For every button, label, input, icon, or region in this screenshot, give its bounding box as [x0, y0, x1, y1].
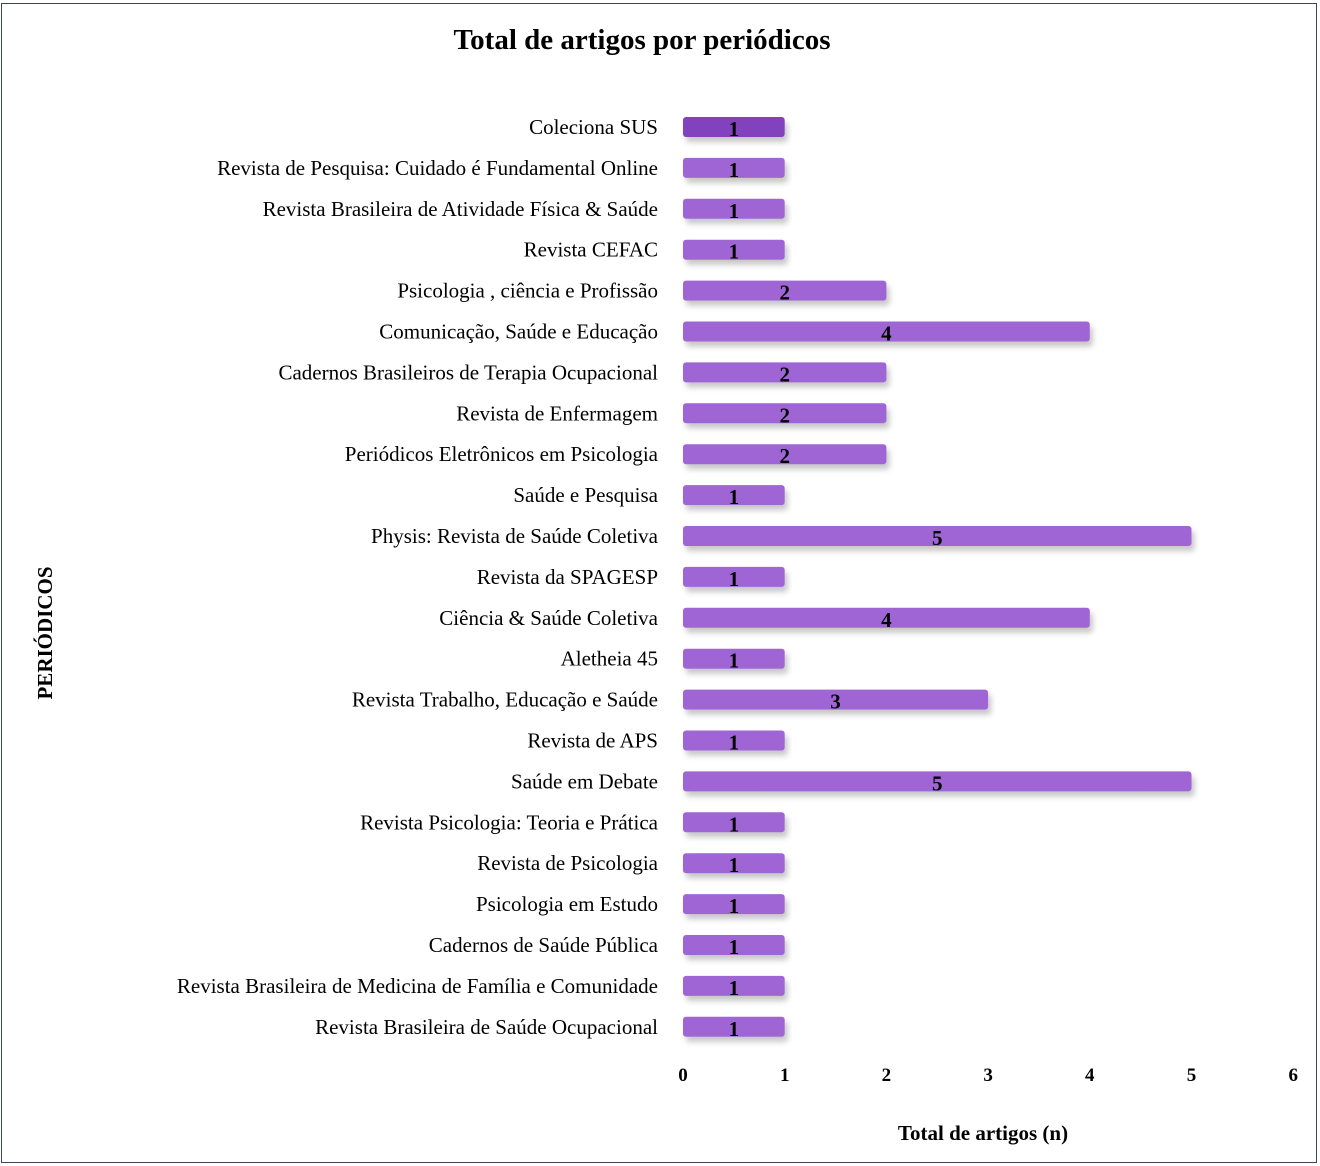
bar: [683, 485, 785, 506]
bar: [683, 730, 785, 751]
data-label: 3: [830, 690, 841, 714]
data-label: 1: [729, 485, 740, 509]
bar: [683, 975, 785, 996]
data-label: 1: [729, 199, 740, 223]
x-tick-label: 5: [1187, 1065, 1197, 1086]
category-label: Psicologia em Estudo: [476, 892, 658, 916]
data-label: 4: [881, 608, 892, 632]
category-label: Revista de Psicologia: [477, 851, 658, 875]
bar: [683, 403, 887, 424]
data-label: 1: [729, 649, 740, 673]
x-tick-label: 6: [1288, 1065, 1298, 1086]
bar: [683, 198, 785, 219]
data-label: 2: [779, 281, 790, 305]
data-label: 5: [932, 526, 943, 550]
bar: [683, 239, 785, 260]
x-tick-label: 1: [780, 1065, 790, 1086]
bar: [683, 853, 785, 874]
category-label: Revista da SPAGESP: [477, 565, 658, 589]
bar: [683, 526, 1192, 546]
category-label: Comunicação, Saúde e Educação: [379, 320, 658, 344]
bar: [683, 321, 1090, 342]
category-label: Periódicos Eletrônicos em Psicologia: [345, 442, 659, 466]
x-tick-label: 2: [882, 1065, 892, 1086]
category-label: Psicologia , ciência e Profissão: [397, 279, 658, 303]
x-axis-ticks: 0 1 2 3 4 5 6: [678, 1065, 1298, 1086]
x-tick-label: 3: [983, 1065, 993, 1086]
category-label: Aletheia 45: [561, 647, 658, 671]
category-label: Physis: Revista de Saúde Coletiva: [371, 524, 659, 548]
data-label: 2: [779, 403, 790, 427]
category-label: Revista de Enfermagem: [456, 401, 658, 425]
bar: [683, 157, 785, 178]
chart-title: Total de artigos por periódicos: [453, 24, 830, 56]
data-label: 5: [932, 771, 943, 795]
data-label: 1: [729, 976, 740, 1000]
category-label: Ciência & Saúde Coletiva: [439, 606, 658, 630]
x-tick-label: 4: [1085, 1065, 1095, 1086]
category-label: Coleciona SUS: [529, 115, 658, 139]
bars: [683, 117, 1192, 1037]
category-labels: Coleciona SUS Revista de Pesquisa: Cuidad…: [177, 115, 659, 1039]
category-label: Revista Brasileira de Medicina de Famíli…: [177, 974, 658, 998]
category-label: Revista Brasileira de Saúde Ocupacional: [315, 1015, 658, 1039]
data-label: 1: [729, 117, 740, 141]
category-label: Saúde e Pesquisa: [513, 483, 658, 507]
data-label: 1: [729, 240, 740, 264]
category-label: Saúde em Debate: [511, 769, 658, 793]
category-label: Revista CEFAC: [524, 238, 658, 262]
category-label: Revista Trabalho, Educação e Saúde: [352, 688, 658, 712]
data-labels: 1 1 1 1 2 4 2 2 2 1 5 1 4 1 3 1 5 1 1 1 1 1 1: [729, 117, 943, 1041]
data-label: 2: [779, 362, 790, 386]
category-label: Cadernos Brasileiros de Terapia Ocupacio…: [278, 360, 658, 384]
x-tick-label: 0: [678, 1065, 688, 1086]
bar: [683, 362, 887, 383]
chart-frame: [1, 3, 1317, 1163]
x-axis-title: Total de artigos (n): [898, 1121, 1068, 1145]
category-label: Revista de APS: [527, 729, 658, 753]
bar: [683, 566, 785, 587]
bar: [683, 648, 785, 669]
data-label: 1: [729, 567, 740, 591]
bar: [683, 280, 887, 301]
bar: [683, 117, 785, 137]
bar: [683, 1016, 785, 1037]
data-label: 2: [779, 444, 790, 468]
y-axis-title: PERIÓDICOS: [33, 566, 57, 699]
bar: [683, 935, 785, 955]
bar: [683, 444, 887, 465]
data-label: 1: [729, 731, 740, 755]
category-label: Revista de Pesquisa: Cuidado é Fundament…: [217, 156, 658, 180]
data-label: 1: [729, 853, 740, 877]
data-label: 1: [729, 1017, 740, 1041]
data-label: 1: [729, 812, 740, 836]
data-label: 1: [729, 894, 740, 918]
bar: [683, 771, 1192, 792]
category-label: Revista Psicologia: Teoria e Prática: [360, 810, 659, 834]
bar: [683, 607, 1090, 628]
bar: [683, 689, 989, 710]
bar: [683, 894, 785, 915]
data-label: 4: [881, 322, 892, 346]
category-label: Revista Brasileira de Atividade Física &…: [263, 197, 658, 221]
data-label: 1: [729, 158, 740, 182]
bar: [683, 812, 785, 833]
category-label: Cadernos de Saúde Pública: [429, 933, 659, 957]
data-label: 1: [729, 935, 740, 959]
